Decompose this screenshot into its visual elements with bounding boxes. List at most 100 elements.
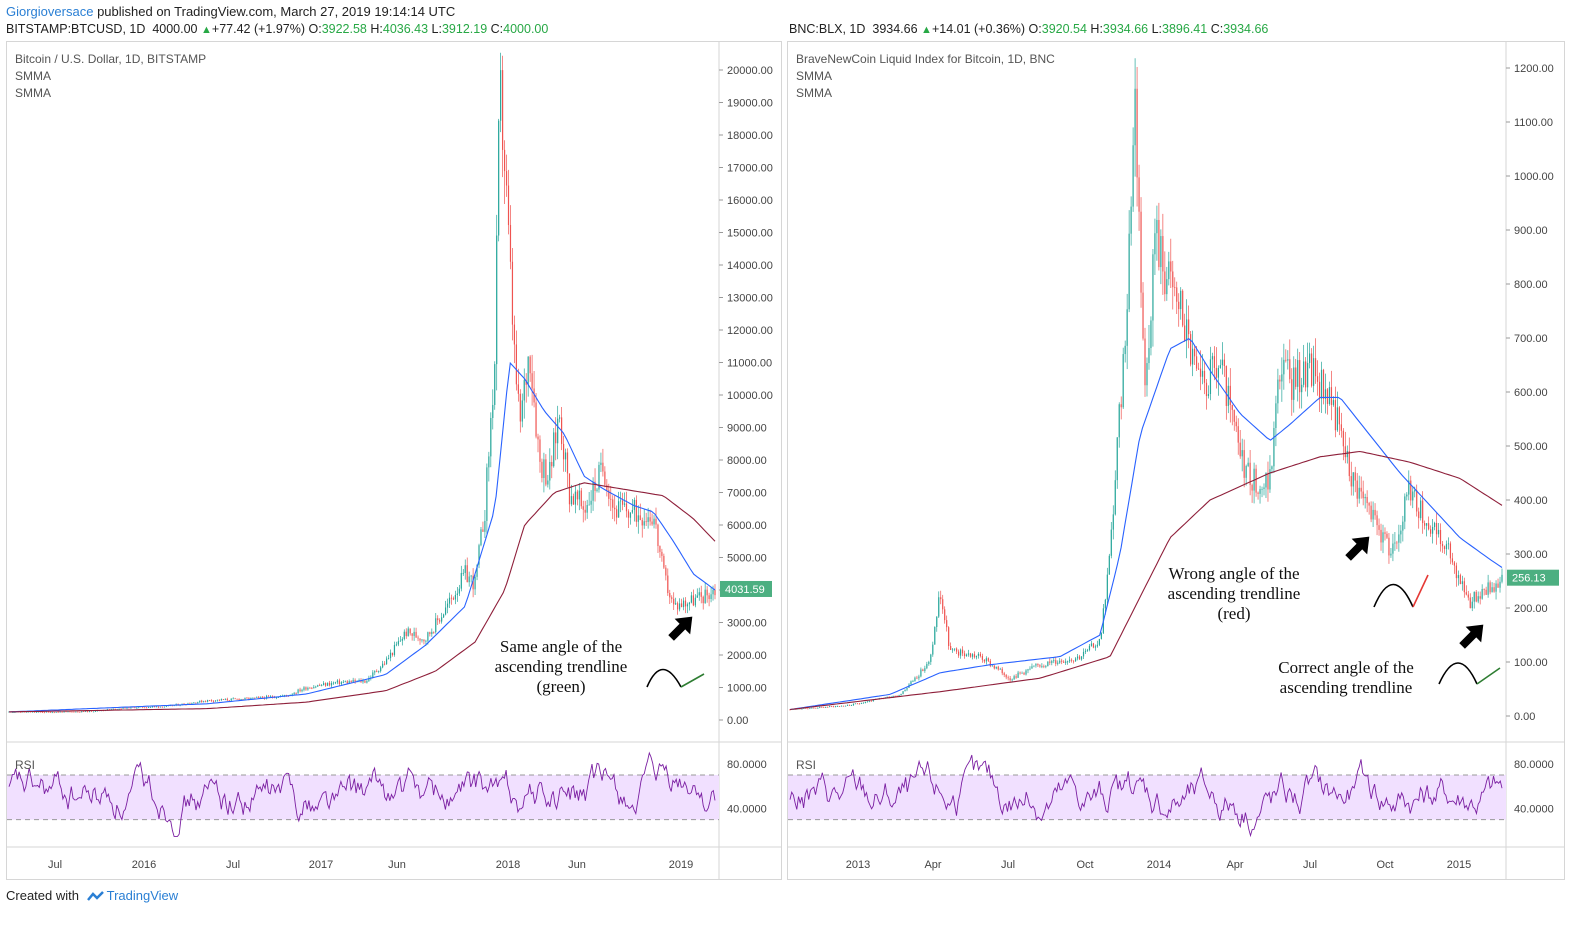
candle-body — [983, 659, 985, 662]
left-chart-panel[interactable]: 20000.00 19000.00 18000.00 17000.00 16000.00… — [6, 41, 782, 880]
candle-body — [580, 490, 582, 507]
candle-body — [714, 589, 716, 596]
left-ohlc-bar: BITSTAMP:BTCUSD, 1D 4000.00 ▲+77.42 (+1.… — [6, 22, 548, 36]
candle-body — [59, 711, 61, 713]
candle-body — [836, 706, 839, 707]
candle-body — [902, 691, 904, 694]
candle-body — [328, 682, 331, 686]
candle-body — [868, 700, 870, 702]
candle-body — [433, 631, 435, 633]
candle-body — [1435, 522, 1438, 535]
candle-body — [234, 698, 236, 700]
candle-body — [441, 617, 443, 622]
candle-body — [525, 380, 527, 385]
candle-body — [604, 471, 606, 485]
created-with: Created with — [6, 888, 79, 903]
candle-body — [8, 711, 10, 713]
candle-body — [114, 708, 116, 710]
candle-body — [1473, 591, 1475, 602]
candle-body — [801, 708, 803, 710]
candle-body — [1043, 666, 1045, 667]
rsi-tick-label: 40.0000 — [1514, 803, 1554, 815]
candle-body — [423, 639, 425, 642]
candle-body — [53, 712, 55, 714]
y-tick-label: 600.00 — [1514, 387, 1548, 399]
candle-body — [448, 597, 451, 604]
candle-body — [805, 708, 807, 709]
candle-body — [547, 480, 549, 485]
candle-body — [1104, 599, 1106, 609]
candle-body — [1501, 574, 1503, 582]
candle-body — [311, 688, 313, 689]
candle-body — [1485, 589, 1487, 595]
candle-body — [37, 711, 40, 713]
candle-body — [513, 324, 516, 345]
candle-body — [635, 499, 637, 522]
candle-body — [1457, 575, 1459, 579]
candle-body — [1392, 543, 1394, 554]
right-chart-svg[interactable]: 1200.00 1100.00 1000.00 900.00 800.00 700.00 6… — [788, 42, 1564, 879]
right-symbol[interactable]: BNC:BLX, 1D — [789, 22, 866, 36]
candle-body — [1338, 407, 1340, 425]
annotation-wrong-angle-1: Wrong angle of the — [1168, 564, 1299, 583]
candle-body — [1166, 279, 1168, 295]
candle-body — [1112, 514, 1114, 530]
left-open: 3922.58 — [321, 22, 367, 36]
candle-body — [1051, 661, 1053, 663]
candle-body — [1455, 565, 1457, 579]
candle-body — [1182, 290, 1184, 326]
left-symbol[interactable]: BITSTAMP:BTCUSD, 1D — [6, 22, 146, 36]
candle-body — [358, 680, 360, 681]
candle-body — [1398, 534, 1400, 543]
candle-body — [795, 709, 797, 710]
candle-body — [218, 699, 221, 701]
candle-body — [1279, 379, 1281, 382]
candle-body — [295, 693, 297, 694]
arrow-icon — [668, 616, 693, 641]
candle-body — [694, 597, 696, 606]
x-tick-label: Oct — [1376, 859, 1393, 871]
candle-body — [1049, 661, 1051, 663]
y-tick-label: 11000.00 — [727, 358, 772, 370]
candle-body — [612, 499, 614, 508]
candle-body — [472, 575, 474, 590]
candle-body — [926, 664, 928, 669]
candle-body — [77, 711, 79, 713]
left-chart-svg[interactable]: 20000.00 19000.00 18000.00 17000.00 16000.00… — [7, 42, 781, 879]
candle-body — [1451, 558, 1454, 563]
candle-body — [462, 572, 464, 574]
candle-body — [372, 672, 374, 678]
candle-body — [620, 500, 622, 502]
candle-body — [1311, 353, 1313, 386]
candle-body — [338, 680, 340, 685]
candle-body — [1497, 583, 1499, 588]
candle-body — [228, 700, 230, 702]
candle-body — [1108, 555, 1110, 575]
candle-body — [405, 631, 407, 637]
candle-body — [641, 520, 643, 526]
x-tick-label: 2016 — [132, 859, 156, 871]
candle-body — [1424, 523, 1426, 526]
candle-body — [179, 705, 181, 706]
tradingview-logo-icon — [86, 891, 104, 901]
candle-body — [1362, 491, 1364, 499]
tradingview-link[interactable]: TradingView — [106, 888, 179, 903]
candle-body — [55, 712, 57, 713]
candle-body — [852, 703, 855, 706]
candle-body — [1055, 660, 1057, 664]
candle-body — [238, 698, 240, 701]
candle-body — [572, 496, 575, 505]
candle-body — [821, 706, 823, 708]
candle-body — [321, 685, 323, 686]
candle-body — [1203, 370, 1206, 383]
author-link[interactable]: Giorgioversace — [6, 4, 94, 19]
candle-body — [616, 509, 618, 518]
right-chart-panel[interactable]: 1200.00 1100.00 1000.00 900.00 800.00 700.00 6… — [787, 41, 1565, 880]
candle-body — [1233, 409, 1235, 422]
candle-body — [1441, 543, 1444, 547]
candle-body — [326, 682, 329, 686]
candle-body — [195, 702, 197, 704]
candle-body — [1150, 320, 1152, 349]
candle-body — [633, 499, 635, 510]
candle-body — [248, 698, 250, 700]
